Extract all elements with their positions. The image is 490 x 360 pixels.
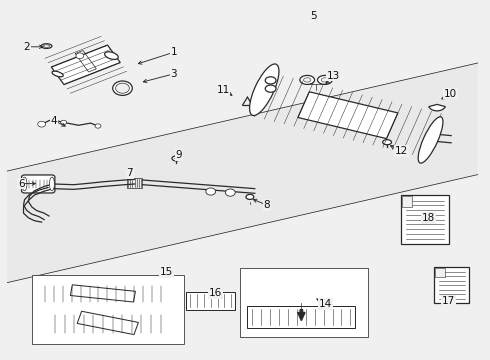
Ellipse shape (246, 194, 254, 199)
Ellipse shape (418, 117, 443, 163)
FancyBboxPatch shape (22, 175, 55, 193)
Ellipse shape (321, 78, 329, 82)
Ellipse shape (265, 85, 276, 92)
Bar (127, 178, 142, 188)
Bar (435, 268, 445, 277)
Circle shape (225, 189, 235, 196)
Text: 1: 1 (171, 47, 177, 57)
Bar (402, 196, 412, 207)
Ellipse shape (383, 140, 392, 145)
Text: 14: 14 (319, 299, 333, 309)
Polygon shape (77, 311, 138, 334)
Polygon shape (7, 63, 478, 283)
Ellipse shape (249, 64, 279, 116)
Bar (32, 275, 184, 344)
Polygon shape (51, 45, 120, 85)
Text: 17: 17 (441, 296, 455, 306)
Ellipse shape (43, 45, 50, 47)
Circle shape (206, 188, 216, 195)
Ellipse shape (49, 177, 54, 191)
Text: 5: 5 (310, 11, 317, 21)
Text: 10: 10 (444, 89, 457, 99)
Ellipse shape (41, 44, 52, 48)
Polygon shape (71, 285, 135, 302)
Text: 6: 6 (18, 179, 24, 189)
Ellipse shape (172, 156, 181, 161)
Polygon shape (298, 92, 398, 139)
Bar (240, 268, 368, 337)
Text: 8: 8 (264, 200, 270, 210)
Ellipse shape (300, 76, 315, 85)
Ellipse shape (22, 177, 27, 191)
Circle shape (95, 124, 101, 128)
Circle shape (61, 120, 67, 125)
Ellipse shape (113, 81, 132, 95)
Circle shape (38, 121, 46, 127)
Text: 4: 4 (50, 116, 57, 126)
Text: 18: 18 (422, 213, 436, 223)
Text: 13: 13 (326, 71, 340, 81)
Text: 12: 12 (395, 146, 409, 156)
Ellipse shape (265, 77, 276, 84)
Wedge shape (429, 104, 445, 111)
Text: 16: 16 (209, 288, 222, 298)
Text: 9: 9 (175, 150, 182, 160)
Bar (186, 292, 235, 310)
Text: 15: 15 (160, 267, 173, 277)
FancyBboxPatch shape (434, 267, 469, 303)
Text: 11: 11 (216, 85, 230, 95)
Text: 3: 3 (171, 69, 177, 79)
Ellipse shape (318, 76, 332, 85)
Text: 7: 7 (126, 168, 133, 178)
Ellipse shape (303, 78, 311, 82)
Ellipse shape (116, 83, 129, 93)
FancyArrow shape (298, 310, 305, 320)
Circle shape (76, 53, 84, 59)
Ellipse shape (104, 52, 118, 59)
Bar (247, 306, 355, 328)
Text: 2: 2 (24, 42, 30, 52)
FancyBboxPatch shape (401, 195, 449, 244)
Ellipse shape (52, 71, 63, 77)
